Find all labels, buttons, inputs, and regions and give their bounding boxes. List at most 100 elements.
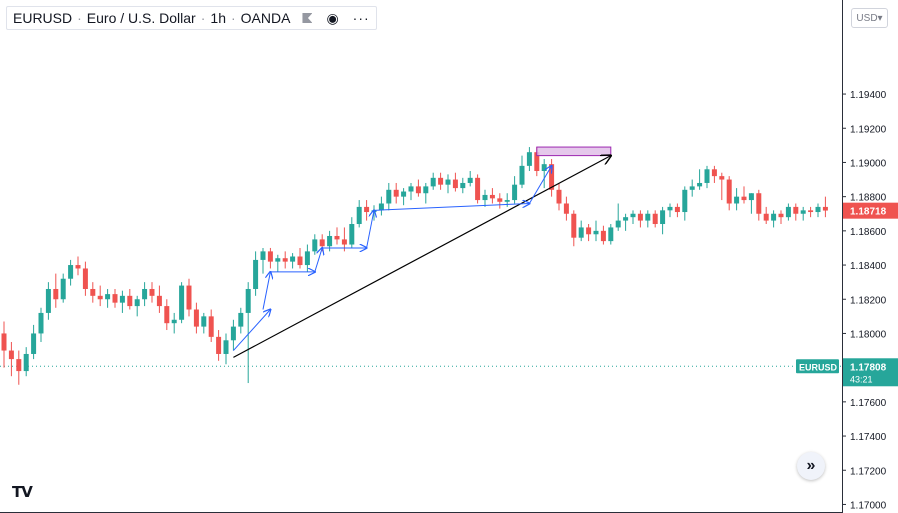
candle-body — [489, 194, 495, 199]
candle-body — [260, 251, 266, 260]
candle-body — [134, 299, 140, 307]
price-tick-label: 1.18600 — [850, 227, 887, 238]
candle-body — [512, 184, 518, 201]
candle-body — [586, 227, 592, 235]
candle-body — [756, 193, 762, 214]
candle-body — [31, 333, 37, 354]
candle-body — [719, 176, 725, 180]
price-tick-label: 1.19000 — [850, 158, 887, 169]
price-tick-label: 1.17600 — [850, 398, 887, 409]
candle-body — [549, 164, 555, 190]
candle-body — [208, 316, 214, 337]
price-tick-label: 1.19400 — [850, 90, 887, 101]
candle-body — [475, 177, 481, 201]
candle-body — [142, 288, 148, 300]
candle-body — [652, 213, 658, 225]
candle-body — [637, 213, 643, 221]
candle-body — [771, 213, 777, 221]
candle-body — [674, 206, 680, 213]
candle-body — [423, 186, 429, 194]
candle-body — [578, 227, 584, 238]
currency-label: USD — [856, 12, 878, 24]
flag-icon[interactable] — [302, 13, 313, 23]
candle-body — [785, 206, 791, 218]
candle-body — [297, 256, 303, 266]
symbol-info-bar[interactable]: EURUSD · Euro / U.S. Dollar · 1h · OANDA… — [6, 6, 377, 30]
candle-body — [467, 177, 473, 183]
candle-body — [608, 227, 614, 242]
candle-body — [312, 239, 318, 252]
scroll-to-realtime-button[interactable]: » — [797, 452, 825, 480]
candle-body — [460, 182, 466, 189]
trendline-arrow — [233, 156, 610, 358]
candle-body — [90, 288, 96, 296]
more-dots-icon[interactable]: ··· — [352, 10, 370, 26]
candle-body — [793, 206, 799, 214]
candle-body — [68, 265, 74, 279]
candle-body — [497, 198, 503, 202]
candle-body — [60, 278, 66, 300]
candle-body — [504, 200, 510, 202]
candle-body — [349, 224, 355, 245]
candle-body — [290, 256, 296, 262]
candle-body — [378, 203, 384, 211]
candle-body — [386, 189, 392, 204]
candle-body — [645, 213, 651, 221]
candle-body — [201, 316, 207, 327]
price-tick-label: 1.19200 — [850, 124, 887, 135]
price-tick-label: 1.17400 — [850, 432, 887, 443]
candle-body — [216, 336, 222, 354]
candle-body — [438, 177, 444, 185]
candle-body — [815, 206, 821, 213]
candle-body — [82, 268, 88, 289]
candle-body — [282, 258, 288, 262]
candle-body — [430, 177, 436, 187]
candle-body — [519, 165, 525, 185]
candle-body — [763, 213, 769, 221]
currency-button[interactable]: USD ▾ — [851, 8, 888, 28]
candle-body — [356, 206, 362, 225]
price-tick-label: 1.17000 — [850, 500, 887, 511]
candle-body — [808, 210, 814, 213]
candle-body — [179, 285, 185, 320]
candle-body — [726, 179, 732, 204]
candle-body — [408, 186, 414, 192]
candle-body — [630, 213, 636, 218]
candle-body — [304, 251, 310, 266]
candle-body — [682, 189, 688, 213]
candle-body — [164, 306, 170, 324]
candle-body — [230, 326, 236, 341]
interval-label: 1h — [210, 10, 226, 26]
swing-arrow — [314, 248, 322, 273]
swing-arrow — [233, 310, 270, 351]
price-tick-label: 1.18800 — [850, 193, 887, 204]
candle-body — [541, 164, 547, 171]
candle-body — [615, 220, 621, 228]
candle-body — [593, 230, 599, 235]
candle-body — [245, 288, 251, 313]
symbol-price-tag — [843, 358, 898, 387]
candle-body — [689, 186, 695, 190]
separator-dot: · — [230, 10, 236, 26]
candle-body — [127, 295, 133, 307]
candle-body — [38, 312, 44, 334]
candle-body — [1, 333, 7, 351]
candle-body — [105, 294, 111, 300]
candle-body — [534, 152, 540, 171]
candle-body — [800, 210, 806, 214]
current-price-tag — [843, 202, 898, 219]
resistance-zone-rectangle — [536, 146, 612, 157]
tradingview-logo[interactable]: TV — [12, 483, 33, 501]
candle-body — [334, 235, 340, 240]
separator-dot: · — [77, 10, 82, 26]
eye-icon[interactable]: ◉ — [326, 9, 339, 26]
symbol-price-label: 1.17808 — [850, 362, 887, 373]
candle-body — [556, 189, 562, 204]
candle-body — [319, 239, 325, 247]
swing-arrow — [366, 210, 374, 249]
candle-body — [660, 210, 666, 225]
candle-body — [697, 182, 703, 187]
candle-body — [364, 206, 370, 213]
